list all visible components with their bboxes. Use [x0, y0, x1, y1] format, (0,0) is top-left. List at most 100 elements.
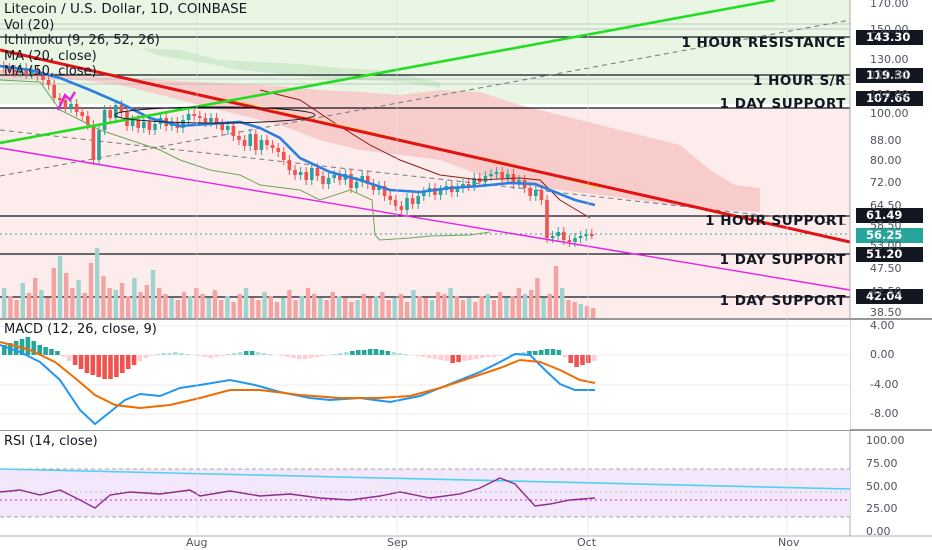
macd-tick-label: -4.00 — [870, 378, 899, 391]
volume-bar — [405, 302, 410, 318]
price-tick-label: 130.00 — [870, 52, 909, 66]
macd-bar — [562, 355, 568, 357]
annotation-ellipse — [114, 106, 316, 124]
macd-bar — [66, 355, 72, 361]
macd-bar — [568, 355, 573, 363]
price-tick-label: 58.50 — [870, 218, 902, 232]
volume-bar — [553, 266, 559, 318]
macd-bar — [391, 352, 396, 355]
signal-line — [0, 341, 596, 410]
volume-bar — [175, 300, 180, 318]
macd-bar — [43, 347, 48, 355]
indicator-ichimoku[interactable]: Ichimoku (9, 26, 52, 26) — [4, 33, 160, 48]
volume-bar — [82, 293, 87, 318]
macd-tick-label: 0.00 — [870, 348, 895, 361]
volume-bar — [237, 294, 242, 318]
level-label-1-hour-sr: 1 HOUR S/R — [753, 73, 846, 89]
volume-bar — [510, 296, 515, 318]
candle — [91, 125, 96, 160]
macd-bar — [586, 355, 591, 363]
candle — [545, 200, 549, 238]
macd-bar — [314, 355, 320, 357]
candle — [304, 172, 308, 180]
macd-bar — [527, 351, 532, 355]
candle — [416, 196, 420, 204]
macd-legend[interactable]: MACD (12, 26, close, 9) — [4, 322, 157, 337]
candle — [399, 206, 404, 210]
macd-bar — [462, 355, 467, 361]
indicator-ma50[interactable]: MA (50, close) — [4, 64, 97, 79]
macd-bar — [580, 355, 585, 365]
macd-bar — [243, 351, 249, 355]
candle — [573, 238, 577, 242]
candle — [287, 160, 292, 170]
rsi-legend[interactable]: RSI (14, close) — [4, 434, 98, 449]
time-tick-label: Sep — [387, 536, 408, 549]
rsi-trendline — [0, 468, 851, 490]
macd-bar — [179, 353, 184, 355]
candle — [7, 68, 12, 70]
macd-bar — [137, 355, 143, 361]
volume-bar — [293, 300, 298, 318]
candle — [293, 170, 297, 175]
level-label-1-hour-support: 1 HOUR SUPPORT — [705, 213, 846, 229]
volume-bar — [64, 273, 69, 318]
candle — [80, 112, 84, 116]
candle — [349, 174, 353, 188]
candle — [360, 176, 364, 182]
volume-bar — [454, 296, 459, 318]
candle — [590, 234, 594, 236]
macd-bar — [78, 355, 84, 369]
volume-bar — [374, 296, 379, 318]
volume-bar — [200, 294, 205, 318]
macd-bar — [350, 351, 355, 355]
price-tag-current: 56.25 — [856, 228, 923, 243]
candle — [321, 176, 325, 184]
volume-bar — [20, 283, 25, 318]
volume-bar — [39, 290, 44, 318]
price-tick-label: 47.50 — [870, 262, 902, 276]
macd-bar — [72, 355, 78, 365]
volume-bar — [318, 298, 323, 318]
volume-bar — [225, 296, 230, 318]
candle — [371, 184, 376, 190]
volume-bar — [45, 298, 50, 318]
volume-bar — [268, 296, 273, 318]
price-tick-label: 53.00 — [870, 239, 902, 253]
macd-bar — [202, 355, 208, 357]
macd-bar — [491, 355, 497, 357]
macd-bar — [173, 352, 178, 355]
volume-bar — [312, 294, 317, 318]
candle — [242, 140, 247, 146]
volume-bar — [367, 298, 373, 318]
volume-bar — [349, 302, 354, 318]
volume-bar — [281, 298, 286, 318]
macd-bar — [220, 355, 225, 356]
candle — [338, 175, 342, 180]
red-trend-line — [0, 48, 851, 244]
indicator-ma20[interactable]: MA (20, close) — [4, 48, 97, 64]
candle — [528, 188, 532, 196]
indicator-volume[interactable]: Vol (20) — [4, 17, 55, 33]
candle — [562, 232, 566, 240]
candle — [438, 190, 443, 195]
macd-bar — [403, 354, 408, 355]
volume-bar — [591, 308, 596, 318]
macd-bar — [102, 355, 107, 379]
rsi-tick-label: 100.00 — [866, 434, 905, 447]
macd-tick-label: -8.00 — [870, 407, 899, 420]
candle — [86, 116, 90, 125]
volume-bar — [194, 288, 199, 318]
volume-bar — [398, 294, 404, 318]
volume-bar — [330, 292, 335, 318]
price-tag-143: 143.30 — [856, 30, 923, 45]
volume-bar — [572, 302, 577, 318]
volume-bar — [516, 288, 521, 318]
volume-bar — [473, 302, 478, 318]
macd-bar — [208, 355, 214, 358]
macd-bar — [155, 354, 160, 355]
ma20-line — [0, 64, 596, 207]
volume-bars — [2, 248, 596, 318]
candle — [578, 236, 583, 238]
